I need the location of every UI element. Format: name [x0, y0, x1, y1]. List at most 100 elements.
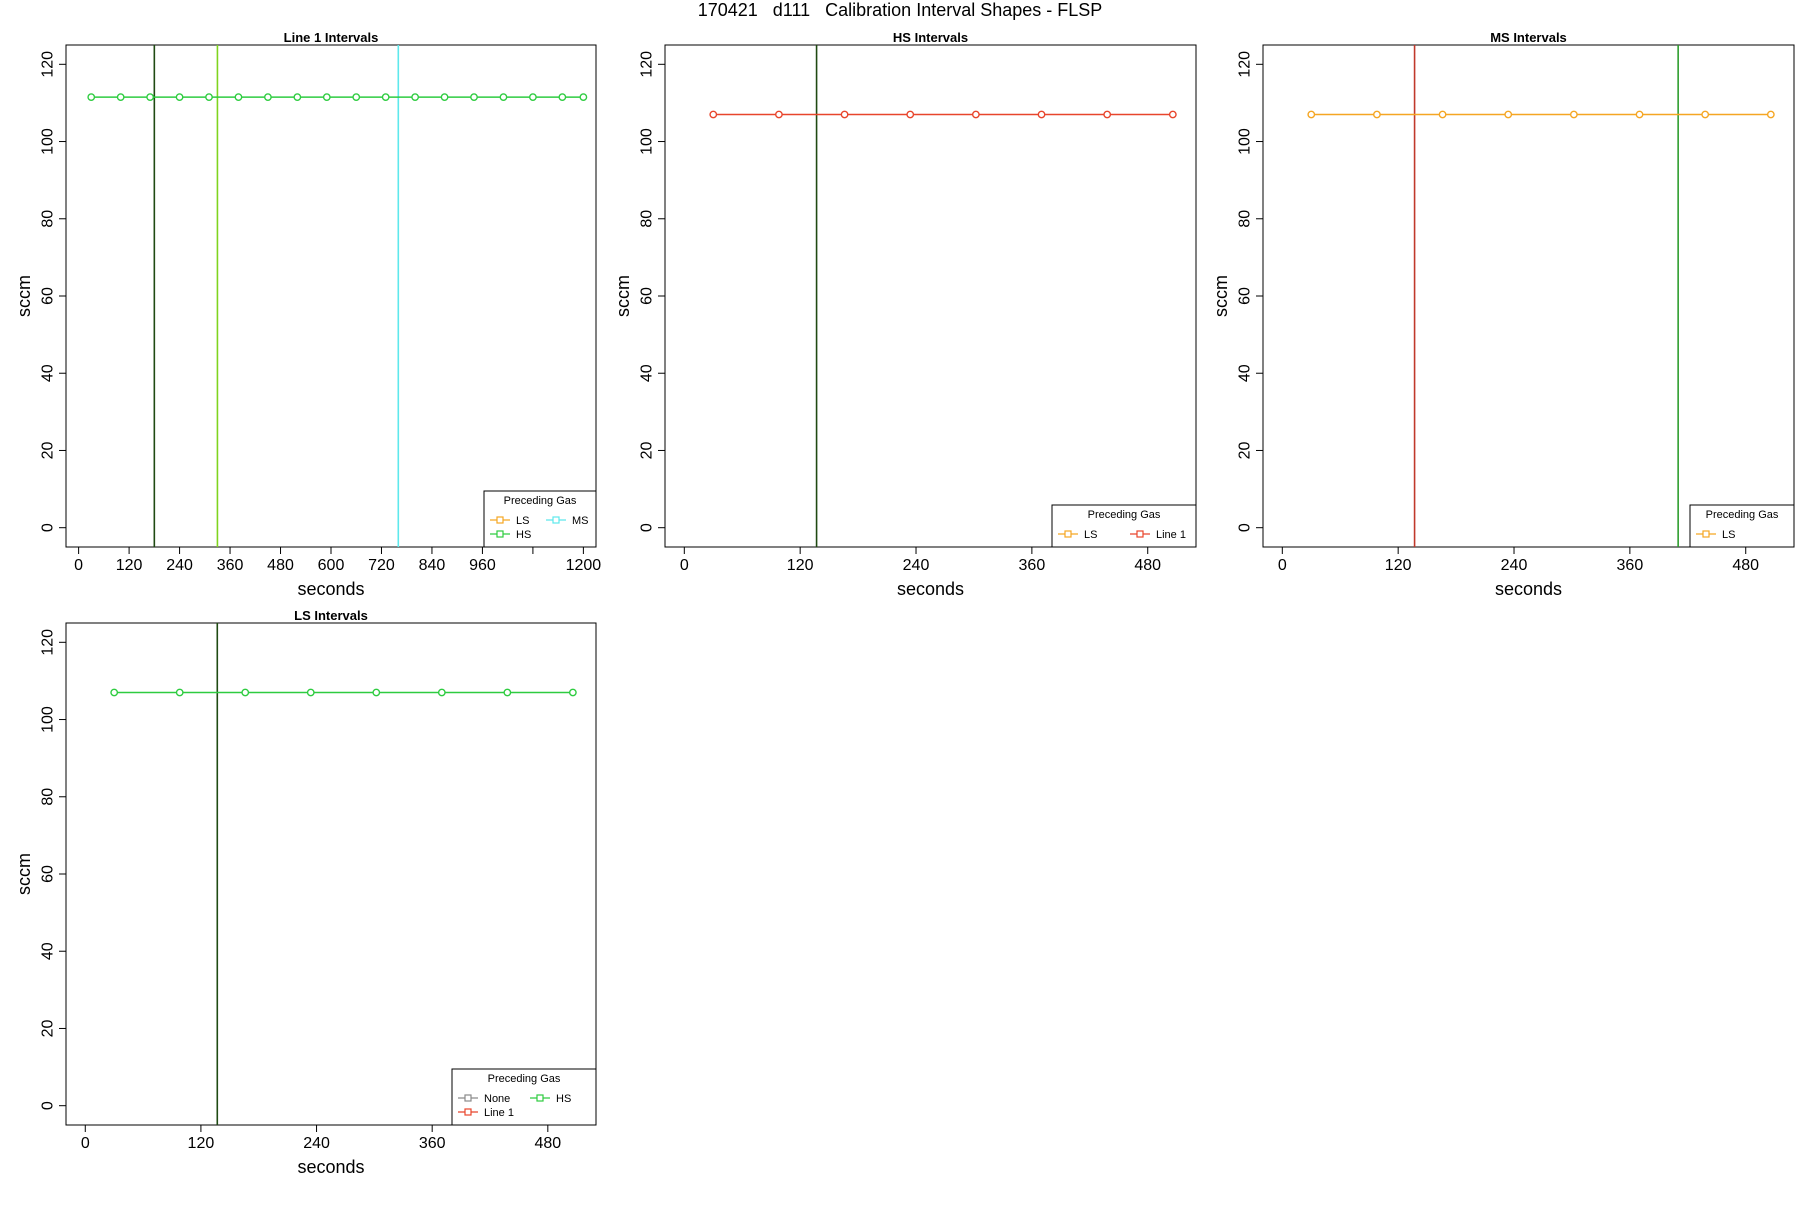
data-point — [775, 110, 783, 119]
legend-swatch-marker — [552, 516, 560, 524]
y-axis-label: sccm — [613, 275, 633, 317]
x-tick-label: 720 — [368, 557, 395, 574]
x-tick-label: 0 — [81, 1135, 90, 1152]
data-point — [264, 93, 272, 102]
plot-frame — [65, 622, 597, 1126]
legend-title: Preceding Gas — [1706, 509, 1779, 521]
x-tick-label: 240 — [166, 557, 193, 574]
data-point — [529, 93, 537, 102]
legend-title: Preceding Gas — [488, 1073, 561, 1085]
panel-3: LS Intervals 0 120 240 360 480 seconds 0 20 40 60 8… — [14, 608, 597, 1177]
data-point — [1373, 110, 1381, 119]
data-point — [568, 688, 577, 697]
x-tick-label: 0 — [74, 557, 83, 574]
legend: Preceding Gas LS MS HS — [483, 490, 597, 548]
legend: Preceding Gas LS — [1689, 504, 1795, 548]
x-tick-label: 480 — [1134, 557, 1161, 574]
y-axis-label: sccm — [14, 275, 34, 317]
data-point — [234, 93, 243, 102]
data-point — [1168, 110, 1177, 119]
data-point — [558, 93, 567, 102]
legend-entry-label: LS — [1722, 529, 1735, 541]
data-point — [579, 93, 588, 102]
y-tick-label: 120 — [1237, 51, 1254, 78]
data-point — [1438, 110, 1447, 119]
legend-entry-label: LS — [516, 515, 529, 527]
data-area — [87, 45, 588, 547]
legend-swatch-marker — [496, 516, 504, 524]
x-tick-label: 360 — [217, 557, 244, 574]
x-tick-label: 480 — [267, 557, 294, 574]
legend: Preceding Gas None HS Line 1 — [451, 1068, 597, 1126]
panel-1: HS Intervals 0 120 240 360 480 seconds 0 20 40 60 8… — [613, 30, 1197, 599]
data-point — [709, 110, 718, 119]
legend-box — [451, 1068, 597, 1126]
data-point — [1701, 110, 1710, 119]
data-point — [352, 93, 361, 102]
plot-frame — [1262, 44, 1795, 548]
data-point — [372, 688, 381, 697]
data-point — [1504, 110, 1513, 119]
data-point — [306, 688, 315, 697]
y-tick-label: 80 — [40, 788, 57, 806]
data-point — [971, 110, 980, 119]
y-tick-label: 40 — [639, 364, 656, 382]
y-axis-label: sccm — [1211, 275, 1231, 317]
x-tick-label: 240 — [903, 557, 930, 574]
data-point — [1635, 110, 1644, 119]
plot-frame — [65, 44, 597, 548]
legend-title: Preceding Gas — [1088, 509, 1161, 521]
plot-frame — [664, 44, 1197, 548]
y-tick-label: 60 — [40, 287, 57, 305]
y-tick-label: 100 — [639, 128, 656, 155]
y-tick-label: 60 — [40, 865, 57, 883]
data-point — [470, 93, 478, 102]
data-point — [293, 93, 302, 102]
x-tick-label: 120 — [188, 1135, 215, 1152]
data-point — [110, 688, 119, 697]
data-point — [1766, 110, 1775, 119]
panel-title: HS Intervals — [893, 30, 968, 45]
y-tick-label: 0 — [639, 523, 656, 532]
y-tick-label: 100 — [40, 128, 57, 155]
y-tick-label: 0 — [1237, 523, 1254, 532]
legend-entry-label: MS — [572, 515, 589, 527]
legend-swatch-marker — [496, 530, 504, 538]
y-tick-label: 20 — [1237, 441, 1254, 459]
x-tick-label: 120 — [1385, 557, 1412, 574]
legend-box — [1051, 504, 1197, 548]
data-point — [175, 93, 184, 102]
data-point — [437, 688, 446, 697]
legend-swatch-marker — [464, 1094, 472, 1102]
data-point — [205, 93, 213, 102]
data-point — [840, 110, 849, 119]
legend-entry-label: Line 1 — [1156, 529, 1186, 541]
x-tick-label: 240 — [1501, 557, 1528, 574]
x-axis-label: seconds — [297, 579, 364, 599]
x-tick-label: 0 — [1278, 557, 1287, 574]
data-point — [87, 93, 96, 102]
y-tick-label: 40 — [1237, 364, 1254, 382]
x-tick-label: 120 — [787, 557, 814, 574]
data-area — [110, 623, 577, 1125]
x-tick-label: 240 — [303, 1135, 330, 1152]
y-tick-label: 60 — [1237, 287, 1254, 305]
x-tick-label: 360 — [1617, 557, 1644, 574]
y-tick-label: 0 — [40, 523, 57, 532]
data-point — [1307, 110, 1316, 119]
legend-entry-label: HS — [516, 529, 531, 541]
data-area — [709, 45, 1177, 547]
data-point — [1569, 110, 1578, 119]
data-point — [1037, 110, 1046, 119]
legend-entry-label: HS — [556, 1093, 571, 1105]
legend-entry-label: LS — [1084, 529, 1097, 541]
y-tick-label: 100 — [40, 706, 57, 733]
x-tick-label: 360 — [1019, 557, 1046, 574]
x-tick-label: 0 — [680, 557, 689, 574]
y-tick-label: 80 — [40, 210, 57, 228]
y-tick-label: 120 — [40, 629, 57, 656]
y-tick-label: 20 — [639, 441, 656, 459]
panel-title: Line 1 Intervals — [284, 30, 379, 45]
